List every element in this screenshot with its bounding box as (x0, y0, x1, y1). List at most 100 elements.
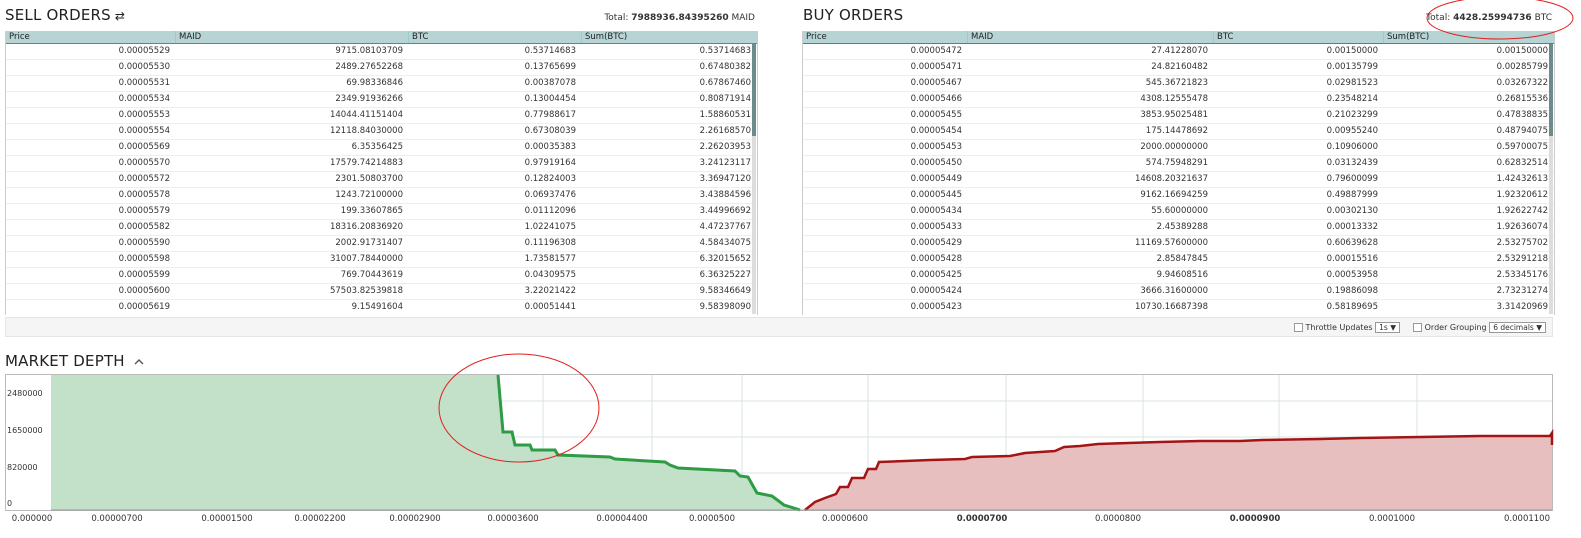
table-row[interactable]: 0.00005450 574.75948291 0.03132439 0.628325… (803, 156, 1554, 172)
table-row[interactable]: 0.00005454 175.14478692 0.00955240 0.487940… (803, 124, 1554, 140)
maid-cell: 31007.78440000 (329, 254, 403, 264)
maid-cell: 9.94608516 (1156, 270, 1208, 280)
table-row[interactable]: 0.00005569 6.35356425 0.00035383 2.26203953 (6, 140, 757, 156)
btc-cell: 0.03132439 (1326, 158, 1378, 168)
table-row[interactable]: 0.00005423 10730.16687398 0.58189695 3.3142… (803, 300, 1554, 315)
maid-cell: 9.15491604 (351, 302, 403, 312)
sum-btc-cell: 4.47237767 (699, 222, 751, 232)
table-row[interactable]: 0.00005429 11169.57600000 0.60639628 2.5327… (803, 236, 1554, 252)
btc-cell: 0.06937476 (524, 190, 576, 200)
table-row[interactable]: 0.00005599 769.70443619 0.04309575 6.363252… (6, 268, 757, 284)
col-header-sum[interactable]: Sum(BTC) (585, 32, 628, 42)
annotation-ellipse-depth (438, 353, 600, 463)
chevron-up-icon[interactable] (134, 358, 144, 366)
table-row[interactable]: 0.00005428 2.85847845 0.00015516 2.53291218 (803, 252, 1554, 268)
btc-cell: 0.53714683 (524, 46, 576, 56)
btc-cell: 0.00035383 (524, 142, 576, 152)
y-tick-label: 2480000 (7, 389, 43, 398)
maid-cell: 3666.31600000 (1140, 286, 1208, 296)
table-row[interactable]: 0.00005424 3666.31600000 0.19886098 2.73231… (803, 284, 1554, 300)
sum-btc-cell: 0.67480382 (699, 62, 751, 72)
sum-btc-cell: 0.80871914 (699, 94, 751, 104)
x-tick-label: 0.000000 (11, 514, 53, 524)
table-row[interactable]: 0.00005578 1243.72100000 0.06937476 3.43884… (6, 188, 757, 204)
throttle-updates-select[interactable]: 1s ▼ (1375, 322, 1400, 333)
order-grouping-select[interactable]: 6 decimals ▼ (1489, 322, 1546, 333)
table-row[interactable]: 0.00005433 2.45389288 0.00013332 1.92636074 (803, 220, 1554, 236)
table-row[interactable]: 0.00005434 55.60000000 0.00302130 1.9262274… (803, 204, 1554, 220)
buy-scrollbar-thumb[interactable] (1549, 44, 1553, 136)
throttle-updates-checkbox[interactable] (1293, 323, 1303, 332)
table-row[interactable]: 0.00005590 2002.91731407 0.11196308 4.58434… (6, 236, 757, 252)
table-row[interactable]: 0.00005529 9715.08103709 0.53714683 0.53714… (6, 44, 757, 60)
col-header-btc[interactable]: BTC (1214, 31, 1384, 43)
table-row[interactable]: 0.00005570 17579.74214883 0.97919164 3.2412… (6, 156, 757, 172)
table-row[interactable]: 0.00005455 3853.95025481 0.21023299 0.47838… (803, 108, 1554, 124)
maid-cell: 9715.08103709 (335, 46, 403, 56)
sell-total-label: Total: (604, 13, 629, 23)
sum-btc-cell: 3.36947120 (699, 174, 751, 184)
buy-total-label: Total: (1426, 13, 1451, 23)
table-row[interactable]: 0.00005554 12118.84030000 0.67308039 2.2616… (6, 124, 757, 140)
table-row[interactable]: 0.00005579 199.33607865 0.01112096 3.449966… (6, 204, 757, 220)
maid-cell: 14044.41151404 (329, 110, 403, 120)
table-row[interactable]: 0.00005600 57503.82539818 3.22021422 9.5834… (6, 284, 757, 300)
price-cell: 0.00005554 (118, 126, 170, 136)
table-row[interactable]: 0.00005598 31007.78440000 1.73581577 6.3201… (6, 252, 757, 268)
table-row[interactable]: 0.00005472 27.41228070 0.00150000 0.0015000… (803, 44, 1554, 60)
price-cell: 0.00005529 (118, 46, 170, 56)
table-row[interactable]: 0.00005553 14044.41151404 0.77988617 1.5886… (6, 108, 757, 124)
maid-cell: 545.36721823 (1145, 78, 1208, 88)
buy-total-value: 4428.25994736 (1453, 13, 1532, 23)
x-tick-label: 0.00003600 (487, 514, 539, 524)
table-row[interactable]: 0.00005530 2489.27652268 0.13765699 0.67480… (6, 60, 757, 76)
btc-cell: 0.00955240 (1326, 126, 1378, 136)
sum-btc-cell: 0.48794075 (1496, 126, 1548, 136)
sum-btc-cell: 3.44996692 (699, 206, 751, 216)
table-row[interactable]: 0.00005467 545.36721823 0.02981523 0.032673… (803, 76, 1554, 92)
col-header-price[interactable]: Price (6, 31, 176, 43)
swap-icon[interactable]: ⇄ (114, 9, 126, 23)
order-grouping-value: 6 decimals (1493, 323, 1534, 332)
table-row[interactable]: 0.00005471 24.82160482 0.00135799 0.0028579… (803, 60, 1554, 76)
table-row[interactable]: 0.00005531 69.98336846 0.00387078 0.6786746… (6, 76, 757, 92)
col-header-price[interactable]: Price (803, 31, 968, 43)
table-row[interactable]: 0.00005534 2349.91936266 0.13004454 0.80871… (6, 92, 757, 108)
table-row[interactable]: 0.00005449 14608.20321637 0.79600099 1.4243… (803, 172, 1554, 188)
sum-btc-cell: 6.32015652 (699, 254, 751, 264)
price-cell: 0.00005449 (910, 174, 962, 184)
throttle-updates-value: 1s (1379, 323, 1388, 332)
maid-cell: 3853.95025481 (1140, 110, 1208, 120)
table-row[interactable]: 0.00005466 4308.12555478 0.23548214 0.26815… (803, 92, 1554, 108)
table-row[interactable]: 0.00005572 2301.50803700 0.12824003 3.36947… (6, 172, 757, 188)
price-cell: 0.00005471 (910, 62, 962, 72)
price-cell: 0.00005572 (118, 174, 170, 184)
maid-cell: 2.45389288 (1156, 222, 1208, 232)
x-tick-label: 0.00000700 (91, 514, 143, 524)
table-row[interactable]: 0.00005445 9162.16694259 0.49887999 1.92320… (803, 188, 1554, 204)
price-cell: 0.00005590 (118, 238, 170, 248)
col-header-btc[interactable]: BTC (409, 31, 582, 43)
col-header-sum[interactable]: Sum(BTC) (1387, 32, 1430, 42)
sell-total-unit: MAID (731, 13, 755, 23)
table-row[interactable]: 0.00005619 9.15491604 0.00051441 9.58398090 (6, 300, 757, 315)
maid-cell: 2002.91731407 (335, 238, 403, 248)
price-cell: 0.00005578 (118, 190, 170, 200)
col-header-maid[interactable]: MAID (176, 31, 409, 43)
buy-scrollbar[interactable] (1549, 44, 1553, 314)
sell-orders-title: SELL ORDERS ⇄ (5, 6, 125, 24)
order-grouping-checkbox[interactable] (1412, 323, 1422, 332)
sell-scrollbar[interactable] (752, 44, 756, 314)
maid-cell: 14608.20321637 (1134, 174, 1208, 184)
btc-cell: 0.04309575 (524, 270, 576, 280)
col-header-maid[interactable]: MAID (968, 31, 1214, 43)
table-row[interactable]: 0.00005453 2000.00000000 0.10906000 0.59700… (803, 140, 1554, 156)
price-cell: 0.00005425 (910, 270, 962, 280)
market-depth-title: MARKET DEPTH (5, 352, 144, 370)
table-row[interactable]: 0.00005425 9.94608516 0.00053958 2.53345176 (803, 268, 1554, 284)
x-tick-label: 0.00004400 (596, 514, 648, 524)
sell-scrollbar-thumb[interactable] (752, 44, 756, 136)
maid-cell: 17579.74214883 (329, 158, 403, 168)
table-row[interactable]: 0.00005582 18316.20836920 1.02241075 4.4723… (6, 220, 757, 236)
